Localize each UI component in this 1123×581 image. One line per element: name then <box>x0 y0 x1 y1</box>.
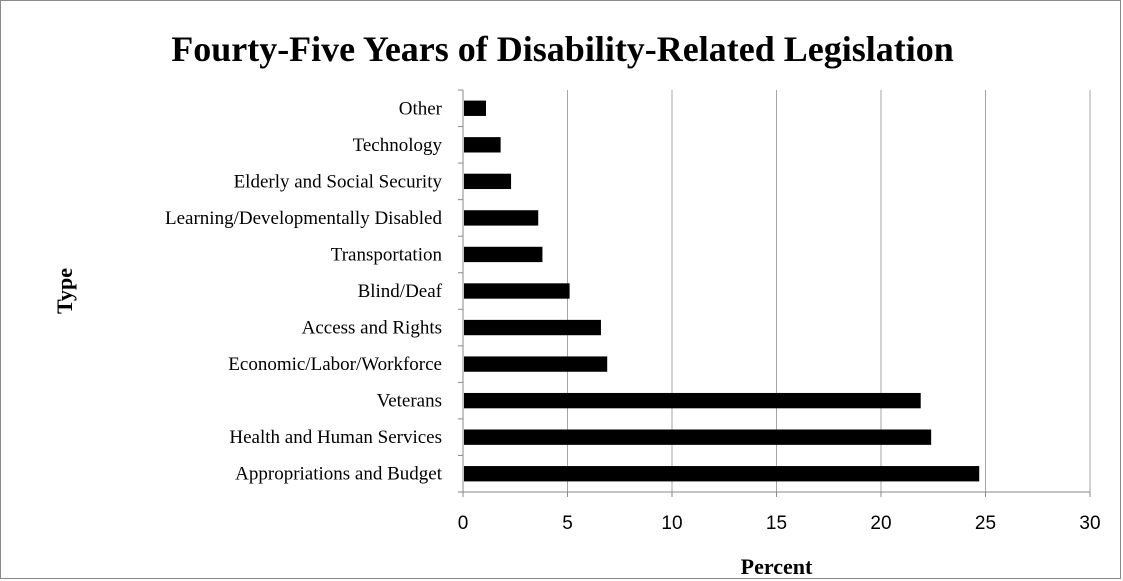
tick-labels: 0 5 10 15 20 25 30 <box>458 513 1101 534</box>
bar-economic-labor-workforce <box>464 356 608 372</box>
bars <box>464 100 980 482</box>
category-label-other: Other <box>399 98 443 119</box>
x-tick-label-5: 5 <box>562 513 573 534</box>
category-label-economic-labor-workforce: Economic/Labor/Workforce <box>228 354 442 375</box>
category-label-elderly-and-social-security: Elderly and Social Security <box>234 171 443 192</box>
category-label-transportation: Transportation <box>331 244 443 265</box>
x-tick-label-20: 20 <box>870 513 891 534</box>
category-label-blind-deaf: Blind/Deaf <box>358 281 443 302</box>
bar-technology <box>464 137 501 153</box>
x-tick-label-10: 10 <box>661 513 682 534</box>
bar-other <box>464 100 486 116</box>
category-labels: Appropriations and Budget Health and Huma… <box>165 98 443 484</box>
gridlines <box>567 90 1091 492</box>
x-tick-label-30: 30 <box>1079 513 1100 534</box>
x-tick-label-25: 25 <box>975 513 996 534</box>
category-label-technology: Technology <box>353 135 443 156</box>
x-axis-title: Percent <box>741 554 813 579</box>
bar-learning-developmentally-disabled <box>464 210 539 226</box>
bar-blind-deaf <box>464 283 570 299</box>
bar-access-and-rights <box>464 319 601 336</box>
category-label-learning-developmentally-disabled: Learning/Developmentally Disabled <box>165 208 442 229</box>
x-tick-label-15: 15 <box>766 513 787 534</box>
y-axis-title: Type <box>52 268 77 314</box>
category-label-access-and-rights: Access and Rights <box>302 318 442 339</box>
axes <box>458 89 1091 497</box>
x-tick-label-0: 0 <box>458 513 469 534</box>
category-label-health-and-human-services: Health and Human Services <box>229 427 442 448</box>
bar-elderly-and-social-security <box>464 173 512 190</box>
bar-veterans <box>464 392 921 409</box>
bar-health-and-human-services <box>464 429 932 445</box>
chart-title: Fourty-Five Years of Disability-Related … <box>171 29 954 69</box>
category-label-veterans: Veterans <box>377 391 442 412</box>
category-label-appropriations-and-budget: Appropriations and Budget <box>235 464 443 485</box>
bar-appropriations-and-budget <box>464 466 980 482</box>
bar-transportation <box>464 246 543 263</box>
